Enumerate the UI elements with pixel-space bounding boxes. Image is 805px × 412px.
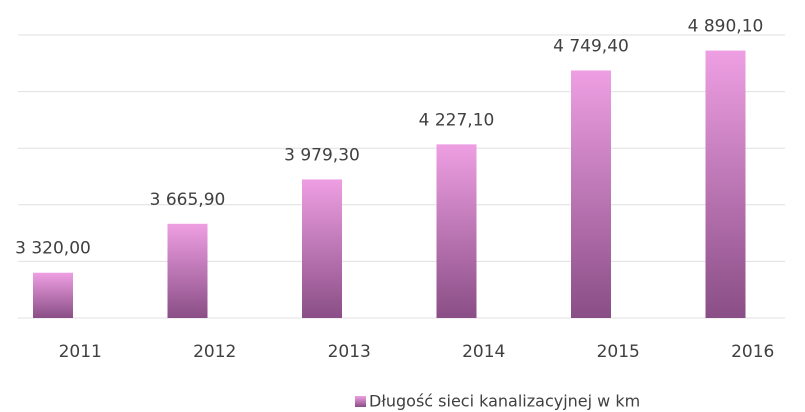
- legend-label: Długość sieci kanalizacyjnej w km: [369, 392, 640, 411]
- x-tick-label: 2013: [328, 342, 371, 362]
- x-tick-label: 2015: [597, 342, 640, 362]
- x-tick-label: 2014: [462, 342, 505, 362]
- data-label: 4 749,40: [553, 36, 629, 56]
- x-tick-label: 2011: [59, 342, 102, 362]
- x-tick-label: 2016: [731, 342, 774, 362]
- bar: [571, 70, 611, 318]
- bar: [705, 50, 746, 319]
- bar: [33, 272, 73, 318]
- bar: [167, 223, 208, 318]
- data-label: 3 979,30: [284, 145, 360, 165]
- data-label: 3 320,00: [15, 239, 91, 259]
- data-label: 4 890,10: [688, 17, 764, 37]
- legend-swatch: [355, 396, 366, 407]
- bar: [302, 179, 342, 318]
- bar: [436, 144, 477, 318]
- data-label: 4 227,10: [419, 110, 495, 130]
- x-tick-label: 2012: [193, 342, 236, 362]
- data-label: 3 665,90: [150, 190, 226, 210]
